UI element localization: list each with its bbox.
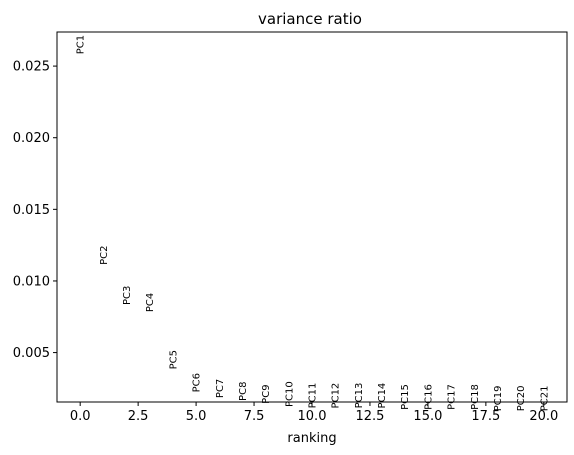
x-tick-label: 10.0	[298, 409, 327, 424]
x-tick-label: 15.0	[413, 409, 442, 424]
pc-point-label: PC1	[76, 35, 87, 54]
pc-point-label: PC4	[145, 293, 156, 312]
y-tick-label: 0.015	[13, 203, 50, 218]
pc-point-label: PC3	[122, 286, 133, 305]
x-tick-label: 5.0	[186, 409, 207, 424]
pc-point-label: PC7	[215, 379, 226, 398]
pc-point-label: PC17	[447, 384, 458, 410]
plot-area: 0.0 2.5 5.0 7.5 10.0 12.5 15.0 17.5 20.0 0.005 0.0…	[13, 35, 559, 424]
pc-point-label: PC10	[284, 381, 295, 407]
x-tick-label: 17.5	[471, 409, 500, 424]
pc-point-label: PC8	[238, 382, 249, 401]
plot-frame	[56, 31, 568, 403]
pc-point-label: PC20	[516, 386, 527, 412]
y-tick-label: 0.025	[13, 60, 50, 75]
pc-point-label: PC18	[470, 384, 481, 410]
chart-title: variance ratio	[258, 10, 362, 28]
pc-point-label: PC2	[99, 245, 110, 264]
pc-point-label: PC5	[168, 350, 179, 369]
x-tick-label: 7.5	[244, 409, 265, 424]
y-tick-label: 0.020	[13, 131, 50, 146]
pc-point-label: PC11	[308, 383, 319, 409]
pc-point-label: PC19	[493, 386, 504, 412]
x-tick-label: 20.0	[529, 409, 558, 424]
pc-point-label: PC9	[261, 384, 272, 403]
y-tick-label: 0.010	[13, 274, 50, 289]
pc-point-label: PC13	[354, 383, 365, 409]
pc-point-label: PC14	[377, 383, 388, 409]
x-tick-label: 12.5	[355, 409, 384, 424]
x-axis-label: ranking	[287, 431, 336, 446]
x-tick-label: 0.0	[70, 409, 91, 424]
pc-point-label: PC6	[192, 373, 203, 392]
x-tick-label: 2.5	[128, 409, 149, 424]
y-tick-label: 0.005	[13, 346, 50, 361]
pc-point-label: PC16	[423, 384, 434, 410]
pc-point-label: PC15	[400, 384, 411, 410]
pc-point-label: PC12	[331, 383, 342, 409]
pc-point-label: PC21	[539, 386, 550, 412]
